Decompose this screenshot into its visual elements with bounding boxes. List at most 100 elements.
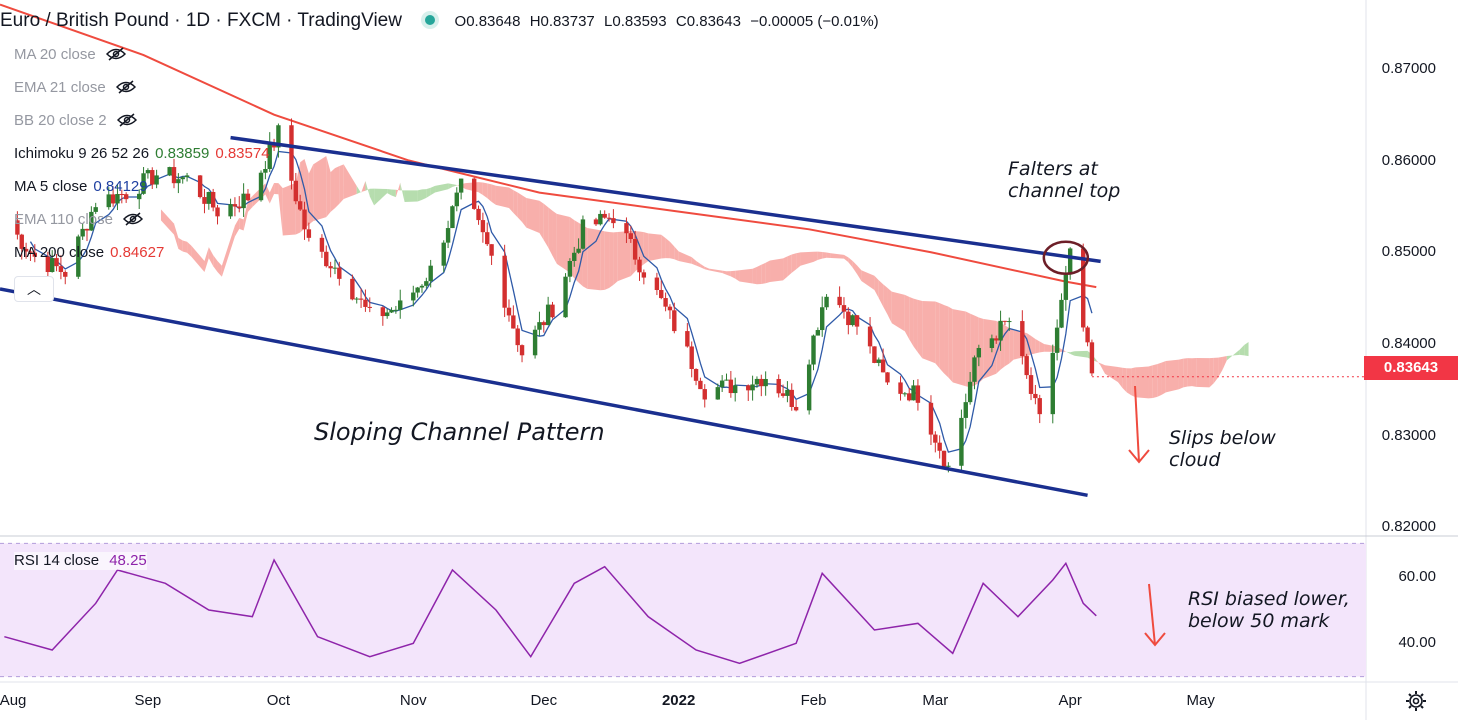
candle-body	[106, 194, 111, 208]
collapse-legend-button[interactable]: ︿	[14, 276, 54, 302]
candle-body	[698, 380, 703, 390]
candle	[480, 212, 486, 243]
candle-body	[354, 298, 359, 300]
candle-body	[197, 175, 203, 198]
cloud-segment-bearish	[1009, 328, 1014, 364]
cloud-segment-bearish	[239, 217, 244, 231]
indicator-legend-row[interactable]: Ichimoku 9 26 52 26 0.83859 0.83574	[14, 145, 270, 163]
candle-body	[685, 331, 690, 347]
symbol-title[interactable]: Euro / British Pound · 1D · FXCM · Tradi…	[0, 10, 402, 31]
candle	[210, 188, 216, 212]
price-tick-label: 0.87000	[1381, 59, 1436, 77]
indicator-legend-row[interactable]: BB 20 close 2	[14, 112, 137, 130]
indicator-label: EMA 110 close	[14, 211, 113, 228]
candle	[876, 357, 881, 367]
cloud-segment-bullish	[374, 188, 388, 206]
cloud-segment-bearish	[661, 234, 666, 259]
candle	[698, 377, 703, 390]
indicator-legend-row[interactable]: EMA 110 close	[14, 211, 144, 229]
cloud-segment-bearish	[361, 180, 366, 193]
candle-body	[502, 255, 507, 308]
cloud-segment-bearish	[891, 291, 905, 332]
candle	[806, 359, 812, 415]
candle-body	[171, 167, 177, 184]
candle-body	[763, 378, 768, 387]
cloud-segment-bearish	[522, 195, 527, 228]
candle	[746, 384, 751, 401]
candle-body	[876, 359, 881, 363]
cloud-segment-bearish	[726, 271, 731, 277]
candle	[389, 307, 394, 314]
cloud-segment-bearish	[752, 266, 757, 285]
candle-body	[941, 450, 947, 467]
rsi-legend[interactable]: RSI 14 close 48.25	[14, 552, 147, 570]
cloud-segment-bearish	[221, 225, 235, 277]
cloud-segment-bearish	[326, 156, 331, 218]
candle	[841, 297, 847, 319]
candle	[171, 158, 177, 189]
candle-body	[998, 320, 1003, 341]
candle-body	[428, 265, 433, 282]
settings-gear-button[interactable]	[1404, 689, 1428, 713]
hidden-eye-icon[interactable]	[115, 80, 136, 94]
candle-body	[358, 298, 364, 300]
candle-body	[837, 296, 842, 306]
cloud-segment-bearish	[339, 164, 344, 204]
candle	[441, 240, 446, 273]
cloud-segment-bearish	[904, 294, 910, 340]
cloud-segment-bearish	[730, 270, 736, 279]
candle	[1050, 344, 1055, 424]
hidden-eye-icon[interactable]	[116, 113, 137, 127]
cloud-segment-bearish	[1100, 363, 1105, 374]
cloud-segment-bearish	[513, 190, 518, 218]
candle-body	[972, 357, 977, 382]
price-tick-label: 0.83000	[1381, 426, 1436, 444]
candle-body	[654, 277, 660, 290]
candle	[28, 247, 33, 261]
candle	[785, 381, 790, 403]
cloud-segment-bearish	[217, 260, 222, 277]
candle-body	[450, 206, 455, 229]
time-tick-label: Nov	[399, 692, 427, 709]
slips-arrow-head	[1128, 449, 1150, 464]
cloud-segment-bearish	[817, 251, 823, 260]
indicator-legend-row[interactable]: MA 20 close	[14, 46, 126, 64]
cloud-segment-bearish	[1191, 358, 1197, 387]
cloud-segment-bearish	[843, 254, 849, 263]
candle	[928, 395, 934, 446]
candle-body	[58, 266, 64, 272]
candle	[167, 166, 172, 177]
candle	[50, 250, 55, 273]
cloud-segment-bearish	[1157, 362, 1162, 397]
cloud-segment-bearish	[722, 270, 727, 275]
hidden-eye-icon[interactable]	[122, 212, 144, 226]
candle	[854, 315, 860, 335]
candle	[380, 306, 386, 326]
indicator-legend-row[interactable]: MA 5 close 0.84129	[14, 178, 148, 196]
candle-body	[471, 178, 477, 209]
candle	[976, 344, 982, 367]
cloud-segment-bearish	[587, 228, 601, 291]
hidden-eye-icon[interactable]	[105, 47, 126, 61]
candle	[672, 302, 677, 334]
cloud-segment-bearish	[1183, 358, 1188, 388]
candle	[302, 201, 307, 240]
candle	[32, 244, 38, 263]
candle-body	[907, 393, 912, 401]
candle-body	[15, 220, 20, 235]
cloud-segment-bearish	[282, 182, 296, 236]
candle-body	[137, 193, 142, 200]
candle-body	[541, 322, 546, 326]
indicator-legend-row[interactable]: EMA 21 close	[14, 79, 136, 97]
candle	[58, 255, 64, 280]
candle-body	[593, 219, 599, 225]
indicator-legend-row[interactable]: MA 200 close 0.84627	[14, 244, 164, 262]
candle	[728, 370, 734, 398]
candle	[933, 431, 938, 453]
cloud-segment-bearish	[1187, 358, 1192, 387]
candles	[15, 118, 1095, 473]
candle-body	[963, 402, 968, 418]
ohlc-change: −0.00005 (−0.01%)	[750, 13, 879, 30]
candle-body	[672, 310, 677, 332]
